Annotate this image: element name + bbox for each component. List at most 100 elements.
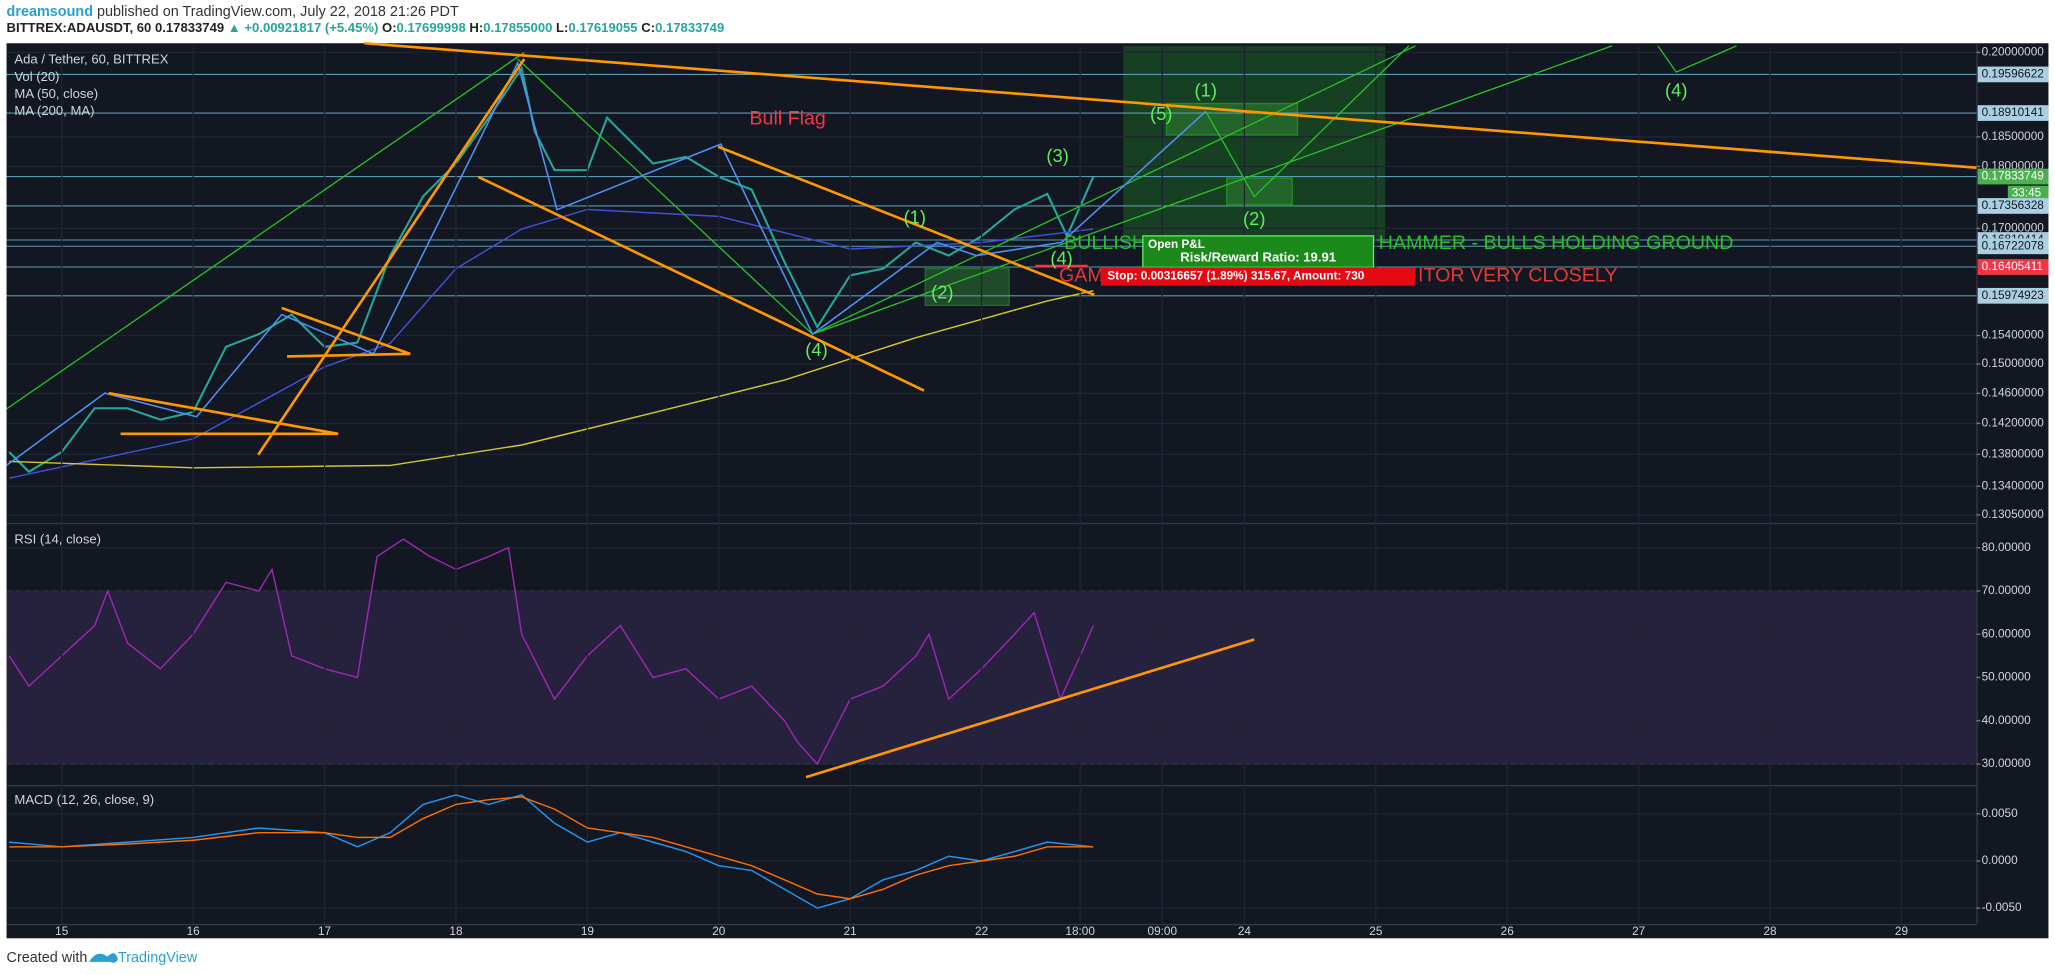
pane-separator [6,522,1977,525]
x-tick-label: 21 [844,925,857,938]
countdown-tag [2007,185,2049,202]
legend-macd: MACD (12, 26, close, 9) [14,792,154,807]
price-tag [1977,66,2049,83]
wave-label: (2) [1243,208,1265,229]
wave-label: (4) [1665,80,1687,101]
x-tick-label: 09:00 [1148,925,1178,938]
series-line [9,208,1094,479]
price-tag-label: 0.18910141 [1982,106,2044,119]
price-tag-label: 0.17833749 [1982,170,2044,183]
note: HAMMER - BULLS HOLDING GROUND [1379,232,1734,254]
flag-lower [477,175,925,392]
y-tick-label: 50.00000 [1982,671,2032,684]
o-label: O: [382,20,397,35]
c-label: C: [641,20,655,35]
published: published on TradingView.com, July 22, 2… [97,4,459,20]
trend-line [517,58,814,335]
stop-text: Stop: 0.00316657 (1.89%) 315.67, Amount:… [1107,270,1364,283]
price-tag-label: 0.17356328 [1982,199,2045,212]
y-tick-label: 0.0050 [1982,807,2018,820]
pane-separator [6,784,1977,787]
series-line [9,796,1094,900]
x-tick-label: 19 [581,925,594,938]
price-axis-border [1976,43,1978,924]
triangle [286,352,411,358]
chart-background [6,43,2049,939]
note: GAM [1059,265,1104,287]
x-tick-label: 26 [1501,925,1515,938]
legend-rsi: RSI (14, close) [14,531,101,546]
h-label: H: [469,20,483,35]
trend-line [257,58,526,456]
x-tick-label: 18 [449,925,463,938]
l-label: L: [556,20,568,35]
h-value: 0.17855000 [483,20,552,35]
legend-symbol: Ada / Tether, 60, BITTREX [14,52,168,67]
target-zone [1123,45,1386,243]
time-axis-border [6,923,1977,926]
symbol-line: BITTREX:ADAUSDT, 60 0.17833749 ▲ +0.0092… [7,20,725,35]
y-tick-label: 70.00000 [1982,584,2032,597]
y-tick-label: 0.15000000 [1982,357,2045,370]
bull-flag: Bull Flag [749,107,825,129]
y-tick-label: 0.14200000 [1982,417,2045,430]
y-tick-label: -0.0050 [1982,901,2022,914]
note: ITOR VERY CLOSELY [1418,265,1617,287]
l-value: 0.17619055 [568,20,637,35]
resistance [364,41,1977,170]
wave-label: (1) [904,207,926,228]
price-tag [1977,238,2049,255]
wave-path [6,60,1207,466]
price-tag-label: 0.15974923 [1982,289,2045,302]
x-tick-label: 24 [1238,925,1252,938]
risk-reward: Risk/Reward Ratio: 19.91 [1180,250,1336,265]
x-tick-label: 28 [1763,925,1777,938]
y-tick-label: 80.00000 [1982,541,2032,554]
legend-ma200: MA (200, MA) [14,103,94,118]
trend-line [812,45,1613,335]
price-tag [1977,198,2049,214]
footer-created: Created with [7,950,88,966]
target-box [1165,102,1299,136]
footer-logo [89,953,118,963]
countdown: 33:45 [2012,187,2042,200]
price-tag [1977,168,2049,185]
wave-label: (4) [805,339,827,360]
y-tick-label: 0.17000000 [1982,222,2045,235]
flag-upper [717,145,1095,297]
y-tick-label: 30.00000 [1982,757,2032,770]
price-tag-label: 0.19596622 [1982,68,2044,81]
author[interactable]: dreamsound [7,4,93,20]
header-line: dreamsound published on TradingView.com,… [7,4,459,20]
rsi-trend [805,638,1255,779]
x-tick-label: 18:00 [1065,925,1095,938]
footer-brand[interactable]: TradingView [118,950,198,966]
y-tick-label: 0.14600000 [1982,386,2045,399]
wave-label: (5) [1150,103,1172,124]
wave-label: (1) [1195,80,1217,101]
triangle [108,391,339,436]
price-tag [1977,105,2049,121]
symbol: BITTREX:ADAUSDT, 60 [7,20,152,35]
y-tick-label: 0.18500000 [1982,130,2045,143]
drawings-back [924,45,1386,306]
y-tick-label: 0.13400000 [1982,479,2045,492]
x-tick-label: 27 [1632,925,1645,938]
x-tick-label: 29 [1895,925,1908,938]
wave-label: (2) [931,281,953,302]
last-price: 0.17833749 [155,20,224,35]
triangle [281,306,411,356]
y-tick-label: 40.00000 [1982,714,2032,727]
y-tick-label: 0.13050000 [1982,508,2045,521]
target-box [924,267,1010,306]
y-tick-label: 60.00000 [1982,627,2032,640]
c-value: 0.17833749 [655,20,724,35]
price-tag-label: 0.16405411 [1982,260,2043,273]
x-tick-label: 16 [187,925,201,938]
y-tick-label: 0.20000000 [1982,45,2045,58]
change: ▲ +0.00921817 (+5.45%) [228,20,379,35]
trend-line [812,45,1416,335]
trend-line [6,51,525,410]
